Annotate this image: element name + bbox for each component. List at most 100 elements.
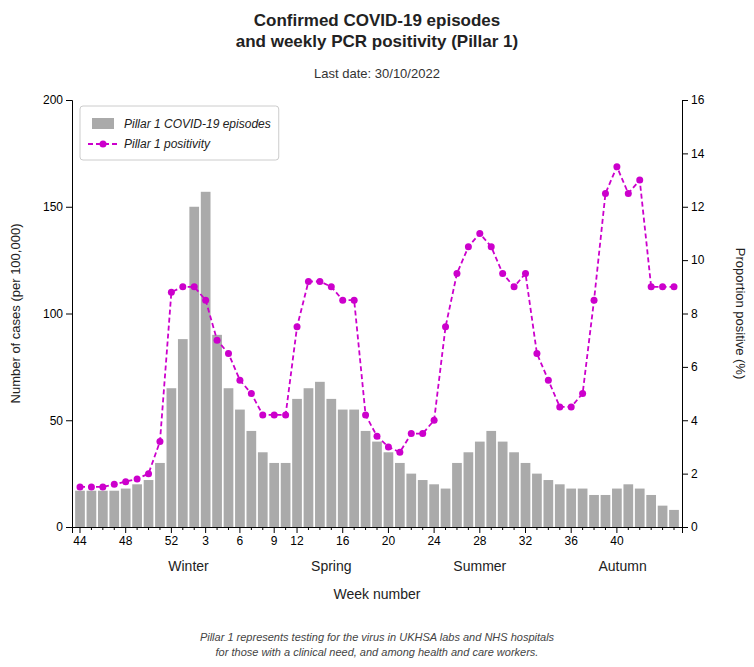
tick: 9: [271, 527, 278, 548]
tick-mark: [682, 474, 688, 475]
bar: [132, 484, 142, 527]
bar: [452, 463, 462, 527]
bar: [372, 442, 382, 527]
marker: [522, 270, 529, 277]
marker: [88, 483, 95, 490]
tick-mark: [66, 314, 72, 315]
tick: [594, 527, 595, 530]
bar: [578, 489, 588, 527]
tick-mark: [682, 527, 688, 528]
bar: [429, 484, 439, 527]
tick-label: 6: [691, 360, 698, 374]
bar: [509, 452, 519, 527]
tick-mark: [682, 153, 688, 154]
tick: [468, 527, 469, 530]
tick-mark: [682, 260, 688, 261]
tick: 40: [610, 527, 624, 548]
marker: [625, 190, 632, 197]
marker: [636, 177, 643, 184]
bar: [441, 489, 451, 527]
marker: [602, 190, 609, 197]
marker: [613, 163, 620, 170]
marker: [579, 390, 586, 397]
marker: [499, 270, 506, 277]
tick-mark: [502, 527, 503, 530]
tick-mark: [605, 527, 606, 530]
tick: 6: [682, 360, 698, 374]
bar: [292, 399, 302, 527]
legend-swatch: [92, 118, 114, 129]
tick: [354, 527, 355, 530]
bar: [658, 506, 668, 527]
tick-mark: [228, 527, 229, 530]
tick-label: 14: [691, 147, 705, 161]
bar: [589, 495, 599, 527]
tick-mark: [159, 527, 160, 530]
bar: [212, 335, 222, 527]
marker: [316, 278, 323, 285]
tick-mark: [582, 527, 583, 530]
bar: [315, 382, 325, 527]
tick: 16: [682, 93, 705, 107]
tick-mark: [354, 527, 355, 530]
tick: [422, 527, 423, 530]
marker: [202, 297, 209, 304]
annotation: Spring: [311, 558, 351, 574]
tick-mark: [274, 527, 275, 533]
bar: [155, 463, 165, 527]
bar: [75, 491, 85, 527]
chart-part: Confirmed COVID-19 episodes: [254, 11, 501, 30]
marker: [545, 377, 552, 384]
marker: [465, 243, 472, 250]
tick: 28: [473, 527, 487, 548]
marker: [259, 411, 266, 418]
marker: [179, 283, 186, 290]
marker: [111, 481, 118, 488]
tick: [628, 527, 629, 530]
tick-label: 40: [610, 534, 624, 548]
tick-mark: [594, 527, 595, 530]
tick-label: 4: [691, 414, 698, 428]
bar: [87, 491, 97, 527]
tick-label: 8: [691, 307, 698, 321]
tick-mark: [525, 527, 526, 533]
bar: [189, 207, 199, 527]
bar: [326, 399, 336, 527]
bar: [224, 388, 234, 527]
marker: [225, 350, 232, 357]
tick-mark: [651, 527, 652, 530]
tick-mark: [639, 527, 640, 530]
tick-mark: [662, 527, 663, 530]
tick-label: 16: [691, 93, 705, 107]
bar: [623, 484, 633, 527]
marker: [351, 297, 358, 304]
tick: [582, 527, 583, 530]
tick-mark: [125, 527, 126, 533]
chart-part: for those with a clinical need, and amon…: [216, 646, 539, 658]
bar: [418, 480, 428, 527]
bar: [349, 410, 359, 527]
tick-mark: [388, 527, 389, 533]
bar: [338, 410, 348, 527]
tick-label: 100: [43, 307, 63, 321]
tick: [148, 527, 149, 530]
marker: [145, 470, 152, 477]
bar: [498, 442, 508, 527]
bar: [178, 339, 188, 527]
tick: 50: [50, 414, 72, 428]
marker: [236, 377, 243, 384]
tick-label: 200: [43, 93, 63, 107]
tick: 14: [682, 147, 705, 161]
tick-mark: [571, 527, 572, 533]
tick-mark: [456, 527, 457, 530]
tick-label: 24: [427, 534, 441, 548]
tick-label: 28: [473, 534, 487, 548]
tick-mark: [514, 527, 515, 530]
tick: 6: [237, 527, 244, 548]
marker: [431, 417, 438, 424]
marker: [511, 283, 518, 290]
tick: [411, 527, 412, 530]
tick-mark: [559, 527, 560, 530]
tick: [262, 527, 263, 530]
chart-part: and weekly PCR positivity (Pillar 1): [236, 32, 518, 51]
